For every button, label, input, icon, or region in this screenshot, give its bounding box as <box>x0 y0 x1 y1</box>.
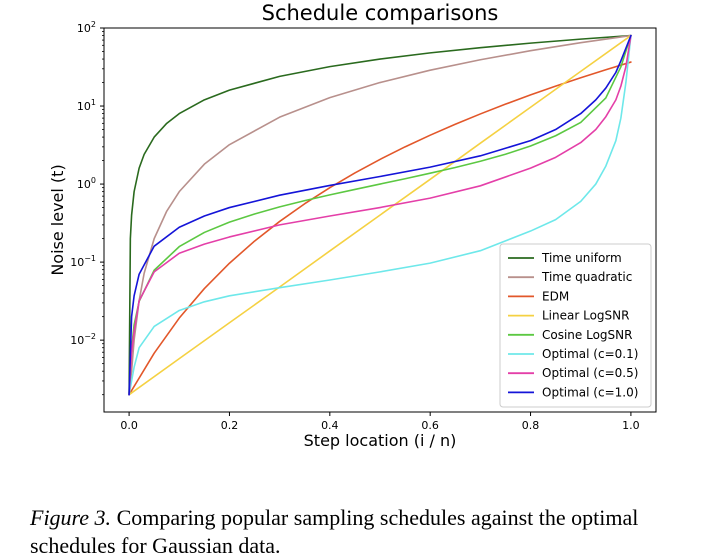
x-tick-label: 0.4 <box>321 419 339 432</box>
series-line-1 <box>128 34 632 396</box>
x-axis-label: Step location (i / n) <box>304 431 457 450</box>
x-tick-label: 0.2 <box>221 419 239 432</box>
legend-label: Optimal (c=0.5) <box>542 366 638 380</box>
y-tick-label: 10−1 <box>70 254 96 269</box>
legend: Time uniform Time quadratic EDM Linear LogS… <box>499 243 652 408</box>
caption-text: Comparing popular sampling schedules aga… <box>30 505 639 558</box>
x-tick-label: 0.6 <box>421 419 439 432</box>
y-axis-label: Noise level (t) <box>48 164 67 275</box>
x-axis-ticks: 0.0 0.2 0.4 0.6 0.8 1.0 <box>120 412 640 432</box>
y-tick-label: 10−2 <box>70 332 96 347</box>
legend-label: Linear LogSNR <box>542 309 629 323</box>
legend-label: EDM <box>542 289 569 303</box>
series-line-5 <box>128 34 632 396</box>
series-line-3 <box>128 61 632 396</box>
legend-label: Cosine LogSNR <box>542 328 632 342</box>
series-layer <box>128 34 632 396</box>
x-tick-label: 0.8 <box>522 419 540 432</box>
plot-frame <box>103 27 657 413</box>
y-tick-label: 100 <box>77 176 96 191</box>
figure-caption: Figure 3. Comparing popular sampling sch… <box>30 504 700 560</box>
series-line-4 <box>128 34 632 396</box>
x-tick-label: 1.0 <box>622 419 640 432</box>
legend-label: Optimal (c=0.1) <box>542 347 638 361</box>
legend-label: Optimal (c=1.0) <box>542 385 638 399</box>
y-axis-ticks: 10−2 10−1 100 101 102 <box>70 20 104 396</box>
legend-label: Time quadratic <box>541 270 632 284</box>
legend-box <box>499 243 652 408</box>
x-tick-label: 0.0 <box>120 419 138 432</box>
y-tick-label: 102 <box>77 20 96 35</box>
series-line-8 <box>128 34 632 396</box>
series-line-7 <box>128 34 632 396</box>
schedule-chart: Schedule comparisons 0.0 0.2 0.4 0.6 0.8 1.0 … <box>48 1 657 450</box>
caption-label: Figure 3. <box>30 505 112 530</box>
series-line-6 <box>128 34 632 396</box>
legend-label: Time uniform <box>541 251 622 265</box>
chart-title: Schedule comparisons <box>262 1 499 25</box>
y-tick-label: 101 <box>77 98 96 113</box>
